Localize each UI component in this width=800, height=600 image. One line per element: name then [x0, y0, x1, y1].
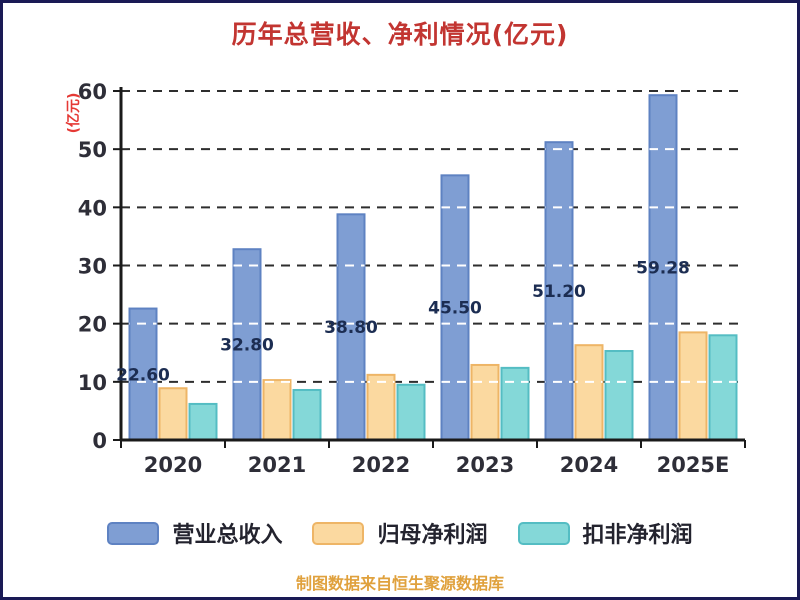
bar-value-label: 38.80: [324, 318, 378, 338]
legend-item: 归母净利润: [312, 517, 488, 549]
chart-legend: 营业总收入 归母净利润 扣非净利润: [3, 517, 797, 549]
bar-归母净利润-2020: [158, 387, 188, 441]
bar-归母净利润-2022: [366, 373, 396, 441]
bar-value-label: 32.80: [220, 336, 274, 356]
bar-value-label: 51.20: [532, 282, 586, 302]
bar-扣非净利润-2021: [292, 388, 322, 441]
bar-value-label: 45.50: [428, 299, 482, 319]
y-tick-label: 40: [78, 196, 107, 220]
legend-label: 扣非净利润: [582, 523, 693, 548]
legend-item: 营业总收入: [107, 517, 282, 549]
bar-扣非净利润-2023: [500, 366, 530, 441]
y-tick-label: 60: [78, 80, 107, 104]
legend-item: 扣非净利润: [517, 517, 693, 549]
chart-title: 历年总营收、净利情况(亿元): [231, 20, 569, 49]
y-tick-label: 10: [78, 371, 107, 395]
x-category-label: 2023: [456, 453, 514, 477]
bar-扣非净利润-2020: [188, 402, 218, 442]
x-category-label: 2020: [144, 453, 202, 477]
bar-扣非净利润-2025E: [708, 334, 738, 441]
bar-扣非净利润-2024: [604, 350, 634, 442]
bar-归母净利润-2025E: [678, 331, 708, 441]
x-category-label: 2022: [352, 453, 410, 477]
bar-value-label: 59.28: [636, 259, 690, 279]
legend-label: 归母净利润: [377, 523, 488, 548]
bar-归母净利润-2024: [574, 344, 604, 441]
x-category-label: 2024: [560, 453, 618, 477]
bar-chart: 0 10 20 30 40 50 60 2020 2021 2022 2023 2024 2025E 22…: [78, 80, 746, 477]
data-source-note: 制图数据来自恒生聚源数据库: [295, 574, 504, 593]
legend-swatch: [312, 521, 365, 545]
y-tick-label: 20: [78, 313, 107, 337]
bar-扣非净利润-2022: [396, 383, 426, 442]
bar-营业总收入-2020: [128, 307, 158, 441]
y-tick-label: 50: [78, 138, 107, 162]
legend-swatch: [517, 521, 570, 545]
bar-value-label: 22.60: [116, 365, 170, 385]
y-tick-label: 0: [92, 429, 107, 453]
y-tick-label: 30: [78, 255, 107, 279]
legend-label: 营业总收入: [172, 523, 283, 548]
x-category-label: 2021: [248, 453, 306, 477]
x-category-label: 2025E: [657, 453, 730, 477]
legend-swatch: [107, 521, 160, 545]
bar-归母净利润-2021: [262, 379, 292, 442]
bar-归母净利润-2023: [470, 363, 500, 441]
